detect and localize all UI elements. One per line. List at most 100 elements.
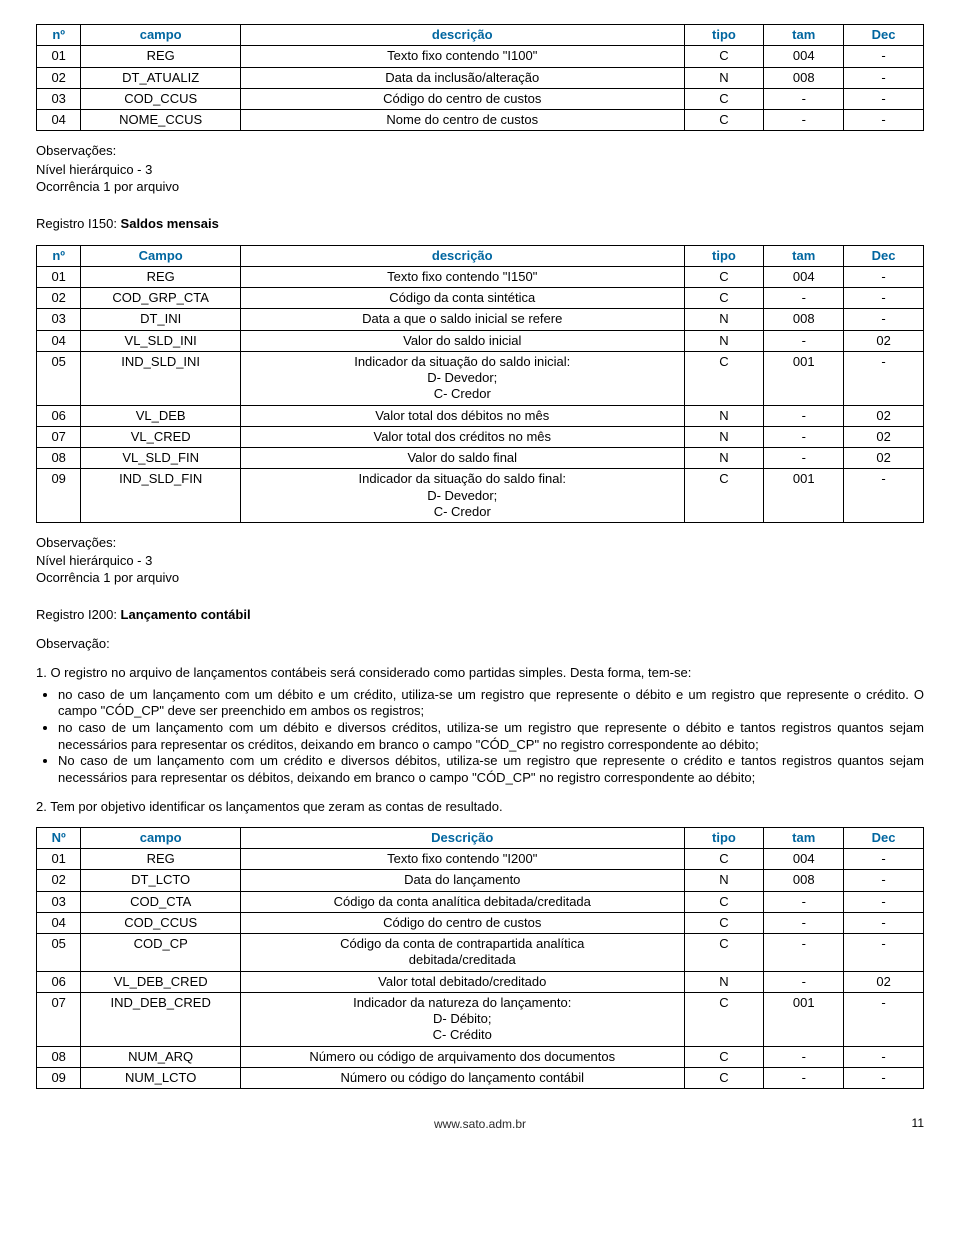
table-cell: - — [844, 88, 924, 109]
th-tam: tam — [764, 25, 844, 46]
table-cell: 03 — [37, 88, 81, 109]
table-row: 02DT_LCTOData do lançamentoN008- — [37, 870, 924, 891]
table-cell: 04 — [37, 330, 81, 351]
table-cell: N — [684, 405, 764, 426]
table-row: 03COD_CCUSCódigo do centro de custosC-- — [37, 88, 924, 109]
registro-prefix: Registro I200: — [36, 607, 121, 622]
table-cell: 04 — [37, 110, 81, 131]
table-cell: Valor total dos débitos no mês — [241, 405, 685, 426]
table-row: 01REGTexto fixo contendo "I150"C004- — [37, 266, 924, 287]
table-cell: - — [844, 934, 924, 972]
table-cell: REG — [81, 849, 241, 870]
table-cell: - — [764, 912, 844, 933]
table-cell: 09 — [37, 1067, 81, 1088]
th-campo: campo — [81, 827, 241, 848]
table-cell: 03 — [37, 891, 81, 912]
nivel-hierarquico: Nível hierárquico - 3 — [36, 553, 924, 568]
table-cell: 06 — [37, 971, 81, 992]
table-row: 01REGTexto fixo contendo "I100"C004- — [37, 46, 924, 67]
table-cell: Texto fixo contendo "I200" — [241, 849, 685, 870]
table-cell: C — [684, 88, 764, 109]
registro-i150-title: Registro I150: Saldos mensais — [36, 216, 924, 231]
table-cell: 08 — [37, 448, 81, 469]
table-cell: VL_SLD_INI — [81, 330, 241, 351]
table-cell: VL_DEB_CRED — [81, 971, 241, 992]
table-cell: C — [684, 46, 764, 67]
observacoes-label: Observações: — [36, 143, 924, 159]
table-row: 03COD_CTACódigo da conta analítica debit… — [37, 891, 924, 912]
table-cell: 07 — [37, 992, 81, 1046]
table-row: 05IND_SLD_INIIndicador da situação do sa… — [37, 351, 924, 405]
table-cell: Número ou código do lançamento contábil — [241, 1067, 685, 1088]
table-cell: C — [684, 912, 764, 933]
table-cell: C — [684, 351, 764, 405]
ocorrencia: Ocorrência 1 por arquivo — [36, 570, 924, 585]
table-cell: - — [764, 405, 844, 426]
table-cell: VL_DEB — [81, 405, 241, 426]
th-n: nº — [37, 245, 81, 266]
table-cell: - — [844, 849, 924, 870]
bullet-item: no caso de um lançamento com um débito e… — [58, 687, 924, 720]
table-cell: 02 — [844, 426, 924, 447]
table-cell: 05 — [37, 934, 81, 972]
table-cell: - — [844, 1067, 924, 1088]
table-cell: - — [764, 110, 844, 131]
table-cell: VL_SLD_FIN — [81, 448, 241, 469]
table-cell: Valor total debitado/creditado — [241, 971, 685, 992]
table-cell: - — [764, 891, 844, 912]
table-cell: 008 — [764, 309, 844, 330]
table-cell: IND_SLD_INI — [81, 351, 241, 405]
th-campo: campo — [81, 25, 241, 46]
table-cell: Texto fixo contendo "I150" — [241, 266, 685, 287]
table-cell: 02 — [844, 330, 924, 351]
paragraph-1: 1. O registro no arquivo de lançamentos … — [36, 665, 924, 681]
th-descricao: Descrição — [241, 827, 685, 848]
table-cell: - — [764, 448, 844, 469]
table-cell: COD_CCUS — [81, 912, 241, 933]
th-descricao: descrição — [241, 25, 685, 46]
table-cell: - — [764, 971, 844, 992]
table-cell: - — [844, 992, 924, 1046]
table-cell: - — [844, 912, 924, 933]
th-descricao: descrição — [241, 245, 685, 266]
table-cell: - — [844, 309, 924, 330]
table-cell: - — [844, 110, 924, 131]
table-cell: - — [844, 351, 924, 405]
table-cell: - — [764, 426, 844, 447]
nivel-hierarquico: Nível hierárquico - 3 — [36, 162, 924, 177]
observacoes-label: Observações: — [36, 535, 924, 551]
table-cell: 001 — [764, 351, 844, 405]
table-cell: 02 — [37, 870, 81, 891]
table-row: 03DT_INIData a que o saldo inicial se re… — [37, 309, 924, 330]
table-cell: IND_DEB_CRED — [81, 992, 241, 1046]
table-cell: 004 — [764, 46, 844, 67]
th-tipo: tipo — [684, 827, 764, 848]
table-cell: - — [844, 891, 924, 912]
table-cell: - — [844, 288, 924, 309]
table-cell: - — [764, 1046, 844, 1067]
table-cell: VL_CRED — [81, 426, 241, 447]
table-cell: C — [684, 849, 764, 870]
table-cell: COD_CP — [81, 934, 241, 972]
table-cell: - — [844, 266, 924, 287]
table-cell: C — [684, 934, 764, 972]
table-cell: - — [764, 88, 844, 109]
table-cell: - — [844, 469, 924, 523]
table-cell: NOME_CCUS — [81, 110, 241, 131]
table-cell: Nome do centro de custos — [241, 110, 685, 131]
table-cell: 001 — [764, 469, 844, 523]
table-row: 02DT_ATUALIZData da inclusão/alteraçãoN0… — [37, 67, 924, 88]
table-cell: 02 — [37, 67, 81, 88]
table-cell: - — [844, 870, 924, 891]
table-cell: REG — [81, 46, 241, 67]
table-cell: Código do centro de custos — [241, 88, 685, 109]
table-cell: 01 — [37, 849, 81, 870]
table-cell: COD_GRP_CTA — [81, 288, 241, 309]
table-row: 02COD_GRP_CTACódigo da conta sintéticaC-… — [37, 288, 924, 309]
table-cell: 008 — [764, 870, 844, 891]
table-cell: N — [684, 426, 764, 447]
table-cell: DT_ATUALIZ — [81, 67, 241, 88]
table-cell: COD_CCUS — [81, 88, 241, 109]
bullet-list: no caso de um lançamento com um débito e… — [36, 687, 924, 787]
table-cell: Código da conta de contrapartida analíti… — [241, 934, 685, 972]
